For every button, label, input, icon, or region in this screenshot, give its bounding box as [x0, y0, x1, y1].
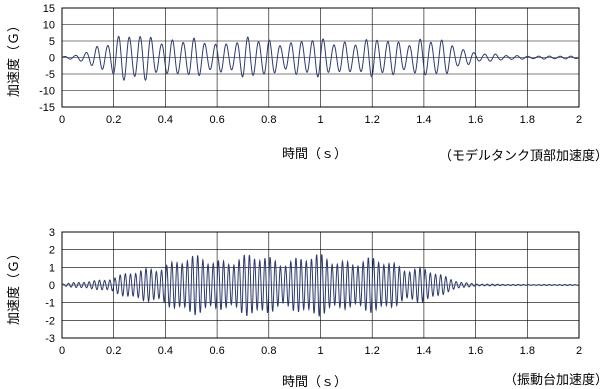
y-tick-label: 10	[43, 20, 55, 32]
x-tick-label: 1	[317, 345, 323, 357]
x-tick-label: 0.6	[209, 114, 224, 126]
y-tick-label: 1	[49, 262, 55, 274]
x-axis-title: 時間（ｓ）	[282, 147, 347, 162]
y-tick-label: 5	[49, 36, 55, 48]
series-line	[61, 35, 580, 81]
x-tick-label: 1.4	[416, 114, 431, 126]
x-tick-label: 2	[576, 345, 582, 357]
x-tick-label: 1.8	[520, 345, 535, 357]
x-tick-label: 1.4	[416, 345, 431, 357]
series-line	[61, 254, 580, 317]
x-tick-label: 0.4	[158, 345, 173, 357]
y-tick-label: 0	[49, 280, 55, 292]
x-tick-label: 0.8	[261, 114, 276, 126]
y-tick-label: 3	[49, 227, 55, 239]
y-tick-label: 15	[43, 3, 55, 15]
x-tick-label: 0.2	[106, 345, 121, 357]
chart-top-tank-acceleration: 15 10 5 0 -5 -10 -15 0 0.2 0.4 0.6 0.8 1 1.2 1.4 1.6 1.8…	[6, 3, 608, 164]
y-tick-label: -2	[45, 315, 55, 327]
y-tick-label: -5	[45, 69, 55, 81]
y-axis-title: 加速度（Ｇ）	[6, 19, 22, 97]
chart-annotation: （振動台加速度）	[504, 372, 608, 388]
x-tick-label: 1.2	[365, 345, 380, 357]
x-tick-label: 0	[59, 345, 65, 357]
x-tick-label: 0.6	[209, 345, 224, 357]
x-axis-title: 時間（ｓ）	[282, 375, 347, 389]
x-tick-label: 2	[576, 114, 582, 126]
x-tick-label: 0	[59, 114, 65, 126]
x-tick-label: 1.6	[468, 114, 483, 126]
y-tick-label: -3	[45, 333, 55, 345]
y-tick-label: -10	[39, 86, 55, 98]
x-tick-label: 1.2	[365, 114, 380, 126]
x-tick-label: 1.8	[520, 114, 535, 126]
x-tick-label: 0.4	[158, 114, 173, 126]
x-tick-label: 0.2	[106, 114, 121, 126]
y-axis-title: 加速度（Ｇ）	[6, 247, 22, 325]
x-tick-label: 0.8	[261, 345, 276, 357]
x-tick-label: 1.6	[468, 345, 483, 357]
chart-bottom-table-acceleration: 3 2 1 0 -1 -2 -3 0 0.2 0.4 0.6 0.8 1 1.2 1.4 1.6 1.8 2 時間（…	[6, 227, 608, 389]
x-tick-label: 1	[317, 114, 323, 126]
y-tick-label: 2	[49, 245, 55, 257]
y-tick-label: -15	[39, 102, 55, 114]
y-tick-label: 0	[49, 53, 55, 65]
y-tick-label: -1	[45, 298, 55, 310]
chart-annotation: （モデルタンク頂部加速度）	[439, 148, 608, 164]
